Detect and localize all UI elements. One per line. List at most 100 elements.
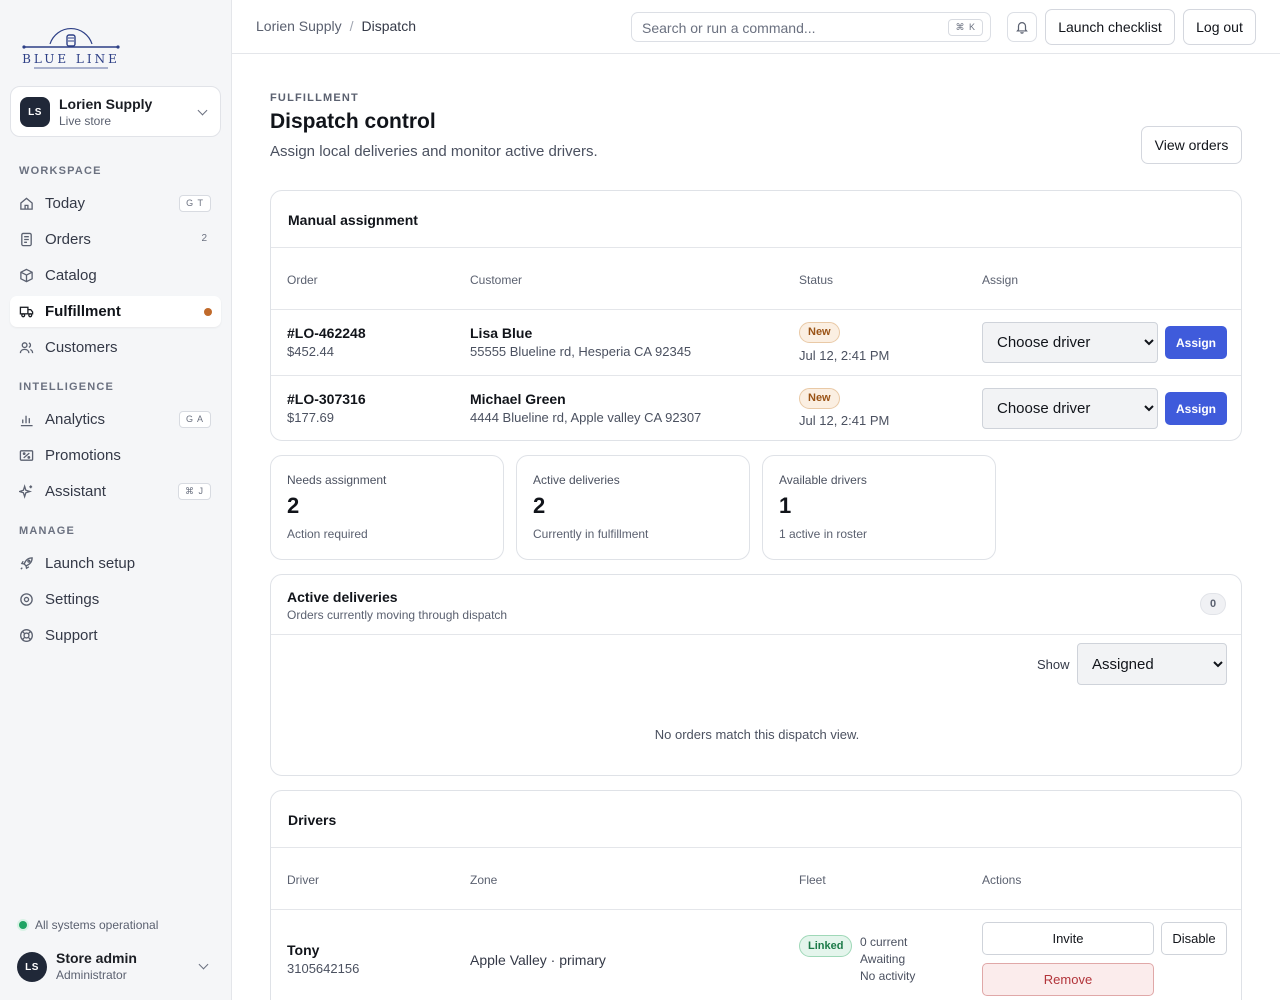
column-header-actions: Actions [982, 873, 1022, 887]
column-header-fleet: Fleet [799, 873, 826, 887]
sidebar-item-settings[interactable]: Settings [10, 584, 221, 615]
manual-assignment-card: Manual assignment Order Customer Status … [270, 190, 1242, 441]
sidebar-item-label: Orders [45, 231, 91, 248]
user-name: Store admin [56, 950, 137, 966]
order-number[interactable]: #LO-462248 [287, 325, 366, 341]
orders-count: 2 [201, 233, 207, 244]
sidebar-item-assistant[interactable]: Assistant ⌘ J [10, 476, 221, 507]
store-switcher[interactable]: LS Lorien Supply Live store [10, 86, 221, 137]
system-status-text: All systems operational [35, 918, 159, 932]
command-search[interactable]: ⌘ K [631, 12, 991, 42]
topbar: Lorien Supply / Dispatch ⌘ K Launch chec… [232, 0, 1280, 54]
sidebar-item-label: Promotions [45, 447, 121, 464]
order-amount: $452.44 [287, 344, 334, 359]
blue-line-logo-icon [22, 28, 120, 69]
section-label-workspace: WORKSPACE [19, 165, 102, 177]
card-title: Manual assignment [288, 212, 418, 228]
driver-name: Tony [287, 942, 320, 958]
rocket-icon [19, 556, 34, 571]
shortcut-hint: ⌘ J [177, 483, 211, 500]
home-icon [19, 196, 34, 211]
view-orders-button[interactable]: View orders [1141, 126, 1242, 164]
divider [271, 909, 1241, 910]
sidebar-item-today[interactable]: Today G T [10, 188, 221, 219]
assign-button[interactable]: Assign [1165, 326, 1227, 359]
card-subtitle: Orders currently moving through dispatch [287, 608, 508, 622]
bar-chart-icon [19, 412, 34, 427]
dispatch-view-select[interactable]: Assigned [1077, 643, 1227, 685]
customer-name: Lisa Blue [470, 325, 533, 341]
user-menu[interactable]: LS Store admin Administrator [10, 944, 221, 990]
sidebar-item-fulfillment[interactable]: Fulfillment [10, 296, 221, 327]
stat-value: 2 [287, 493, 300, 518]
sidebar-item-label: Customers [45, 339, 118, 356]
receipt-icon [19, 232, 34, 247]
status-badge: New [799, 388, 840, 409]
sidebar-item-orders[interactable]: Orders 2 [10, 224, 221, 255]
sidebar-item-label: Assistant [45, 483, 106, 500]
customer-name: Michael Green [470, 391, 566, 407]
fleet-current: 0 current [860, 935, 908, 949]
sidebar-item-label: Settings [45, 591, 100, 608]
remove-driver-button[interactable]: Remove [982, 963, 1154, 996]
launch-checklist-button[interactable]: Launch checklist [1045, 9, 1175, 45]
search-input[interactable] [642, 19, 942, 37]
assign-button[interactable]: Assign [1165, 392, 1227, 425]
card-title: Drivers [288, 812, 337, 828]
shortcut-hint: G T [179, 195, 211, 212]
driver-phone: 3105642156 [287, 961, 360, 976]
section-label-manage: MANAGE [19, 525, 76, 537]
stat-label: Active deliveries [533, 473, 620, 487]
stat-card-active-deliveries: Active deliveries 2 Currently in fulfill… [516, 455, 750, 560]
stat-card-needs-assignment: Needs assignment 2 Action required [270, 455, 504, 560]
breadcrumb-store[interactable]: Lorien Supply [256, 18, 342, 34]
driver-select[interactable]: Choose driver [982, 322, 1158, 363]
disable-driver-button[interactable]: Disable [1161, 922, 1227, 955]
stat-label: Available drivers [779, 473, 867, 487]
customer-address: 55555 Blueline rd, Hesperia CA 92345 [470, 344, 692, 359]
truck-icon [19, 304, 34, 319]
stat-subtext: Currently in fulfillment [533, 527, 649, 541]
chevron-down-icon [198, 959, 209, 970]
sidebar-item-label: Fulfillment [45, 303, 121, 320]
attention-dot [204, 308, 212, 316]
stat-subtext: 1 active in roster [779, 527, 868, 541]
page-eyebrow: FULFILLMENT [270, 92, 359, 104]
sidebar-item-analytics[interactable]: Analytics G A [10, 404, 221, 435]
store-name: Lorien Supply [59, 96, 153, 112]
column-header-order: Order [287, 273, 318, 287]
stat-value: 1 [779, 493, 792, 518]
notifications-button[interactable] [1007, 12, 1037, 42]
card-title: Active deliveries [287, 589, 398, 605]
sidebar-item-customers[interactable]: Customers [10, 332, 221, 363]
driver-select[interactable]: Choose driver [982, 388, 1158, 429]
users-icon [19, 340, 34, 355]
invite-driver-button[interactable]: Invite [982, 922, 1154, 955]
stat-value: 2 [533, 493, 546, 518]
sidebar-item-promotions[interactable]: Promotions [10, 440, 221, 471]
customer-address: 4444 Blueline rd, Apple valley CA 92307 [470, 410, 702, 425]
section-label-intelligence: INTELLIGENCE [19, 381, 115, 393]
stat-card-available-drivers: Available drivers 1 1 active in roster [762, 455, 996, 560]
empty-state: No orders match this dispatch view. [654, 727, 860, 742]
order-number[interactable]: #LO-307316 [287, 391, 366, 407]
sidebar-item-label: Analytics [45, 411, 106, 428]
bell-icon [1016, 22, 1028, 34]
sidebar: BLUE LINE LS Lorien Supply Live store WO… [0, 0, 232, 1000]
divider [271, 247, 1241, 248]
logout-button[interactable]: Log out [1183, 9, 1256, 45]
sparkle-icon [17, 484, 34, 499]
sidebar-item-catalog[interactable]: Catalog [10, 260, 221, 291]
sidebar-item-launch-setup[interactable]: Launch setup [10, 548, 221, 579]
sidebar-item-label: Launch setup [45, 555, 136, 572]
user-role: Administrator [56, 968, 127, 982]
sidebar-item-support[interactable]: Support [10, 620, 221, 651]
order-time: Jul 12, 2:41 PM [799, 413, 890, 428]
active-deliveries-card: Active deliveries Orders currently movin… [270, 574, 1242, 776]
column-header-zone: Zone [470, 873, 498, 887]
lifebuoy-icon [19, 628, 34, 643]
brand-logo[interactable]: BLUE LINE [18, 14, 124, 70]
breadcrumb: Lorien Supply / Dispatch [256, 18, 416, 34]
order-time: Jul 12, 2:41 PM [799, 348, 890, 363]
deliveries-count: 0 [1200, 593, 1226, 615]
